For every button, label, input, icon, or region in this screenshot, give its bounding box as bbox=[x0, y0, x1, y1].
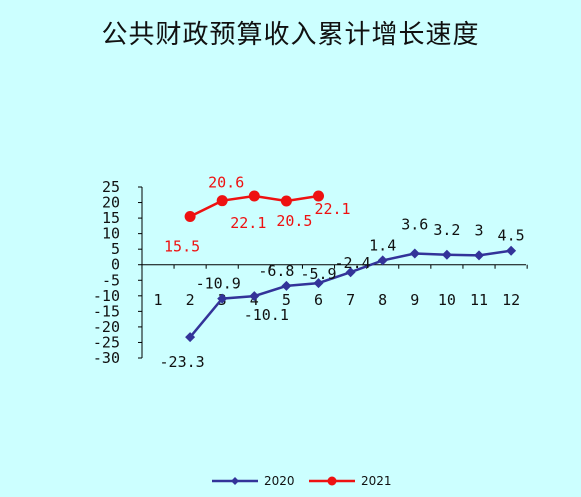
y-tick-label: 25 bbox=[102, 178, 120, 196]
x-tick-label: 12 bbox=[502, 291, 520, 309]
data-label-2021-6: 22.1 bbox=[314, 200, 350, 218]
x-tick-label: 11 bbox=[470, 291, 488, 309]
x-tick-label: 9 bbox=[410, 291, 419, 309]
point-2021-5 bbox=[280, 195, 292, 207]
data-label-2020-2: -23.3 bbox=[160, 353, 205, 371]
point-2021-4 bbox=[248, 190, 260, 202]
data-label-2020-3: -10.9 bbox=[196, 275, 241, 293]
point-2020-7 bbox=[345, 267, 356, 278]
legend-marker-2021 bbox=[327, 476, 337, 486]
data-label-2020-10: 3.2 bbox=[433, 221, 460, 239]
legend-label-2021: 2021 bbox=[361, 474, 392, 488]
point-2020-2 bbox=[185, 332, 196, 343]
point-2020-6 bbox=[313, 278, 324, 289]
x-tick-label: 2 bbox=[186, 291, 195, 309]
series-markers bbox=[184, 190, 517, 343]
data-label-2020-6: -5.9 bbox=[300, 265, 336, 283]
point-2020-8 bbox=[377, 255, 388, 266]
y-tick-label: -25 bbox=[93, 333, 120, 351]
data-label-2021-4: 22.1 bbox=[230, 214, 266, 232]
axes: 2520151050-5-10-15-20-25-301234567891011… bbox=[93, 178, 528, 367]
data-label-2021-2: 15.5 bbox=[164, 238, 200, 256]
data-label-2020-7: -2.4 bbox=[335, 254, 371, 272]
y-tick-label: -10 bbox=[93, 287, 120, 305]
legend: 2020 2021 bbox=[212, 474, 392, 488]
data-label-2020-5: -6.8 bbox=[258, 262, 294, 280]
point-2020-9 bbox=[409, 248, 420, 259]
data-label-2021-5: 20.5 bbox=[276, 212, 312, 230]
y-tick-label: 20 bbox=[102, 194, 120, 212]
point-2021-2 bbox=[184, 211, 196, 223]
data-label-2020-8: 1.4 bbox=[369, 236, 396, 254]
legend-marker-2020 bbox=[231, 477, 239, 485]
point-2020-4 bbox=[249, 291, 260, 302]
data-label-2021-3: 20.6 bbox=[208, 174, 244, 192]
y-tick-label: 0 bbox=[111, 256, 120, 274]
y-tick-label: -20 bbox=[93, 318, 120, 336]
x-tick-label: 7 bbox=[346, 291, 355, 309]
y-tick-label: -15 bbox=[93, 302, 120, 320]
data-label-2020-11: 3 bbox=[474, 221, 483, 239]
x-tick-label: 1 bbox=[153, 291, 162, 309]
y-tick-label: 5 bbox=[111, 240, 120, 258]
x-tick-label: 6 bbox=[314, 291, 323, 309]
legend-label-2020: 2020 bbox=[264, 474, 295, 488]
point-2020-5 bbox=[281, 280, 292, 291]
y-tick-label: -30 bbox=[93, 349, 120, 367]
x-tick-label: 8 bbox=[378, 291, 387, 309]
y-tick-label: -5 bbox=[102, 271, 120, 289]
x-tick-label: 10 bbox=[438, 291, 456, 309]
data-labels: -23.3 -10.9-10.1 -6.8 -5.9-2.41.4 3.6 3.2 3 4.5… bbox=[160, 174, 525, 371]
y-tick-label: 10 bbox=[102, 225, 120, 243]
data-label-2020-4: -10.1 bbox=[244, 306, 289, 324]
point-2021-3 bbox=[216, 195, 228, 207]
point-2020-12 bbox=[506, 245, 517, 256]
y-tick-label: 15 bbox=[102, 209, 120, 227]
chart-title: 公共财政预算收入累计增长速度 bbox=[101, 20, 480, 50]
point-2021-6 bbox=[313, 190, 324, 202]
data-label-2020-9: 3.6 bbox=[401, 216, 428, 234]
x-tick-label: 5 bbox=[282, 291, 291, 309]
point-2020-3 bbox=[217, 293, 228, 304]
data-label-2020-12: 4.5 bbox=[498, 227, 525, 245]
point-2020-11 bbox=[474, 250, 484, 261]
point-2020-10 bbox=[441, 249, 452, 260]
